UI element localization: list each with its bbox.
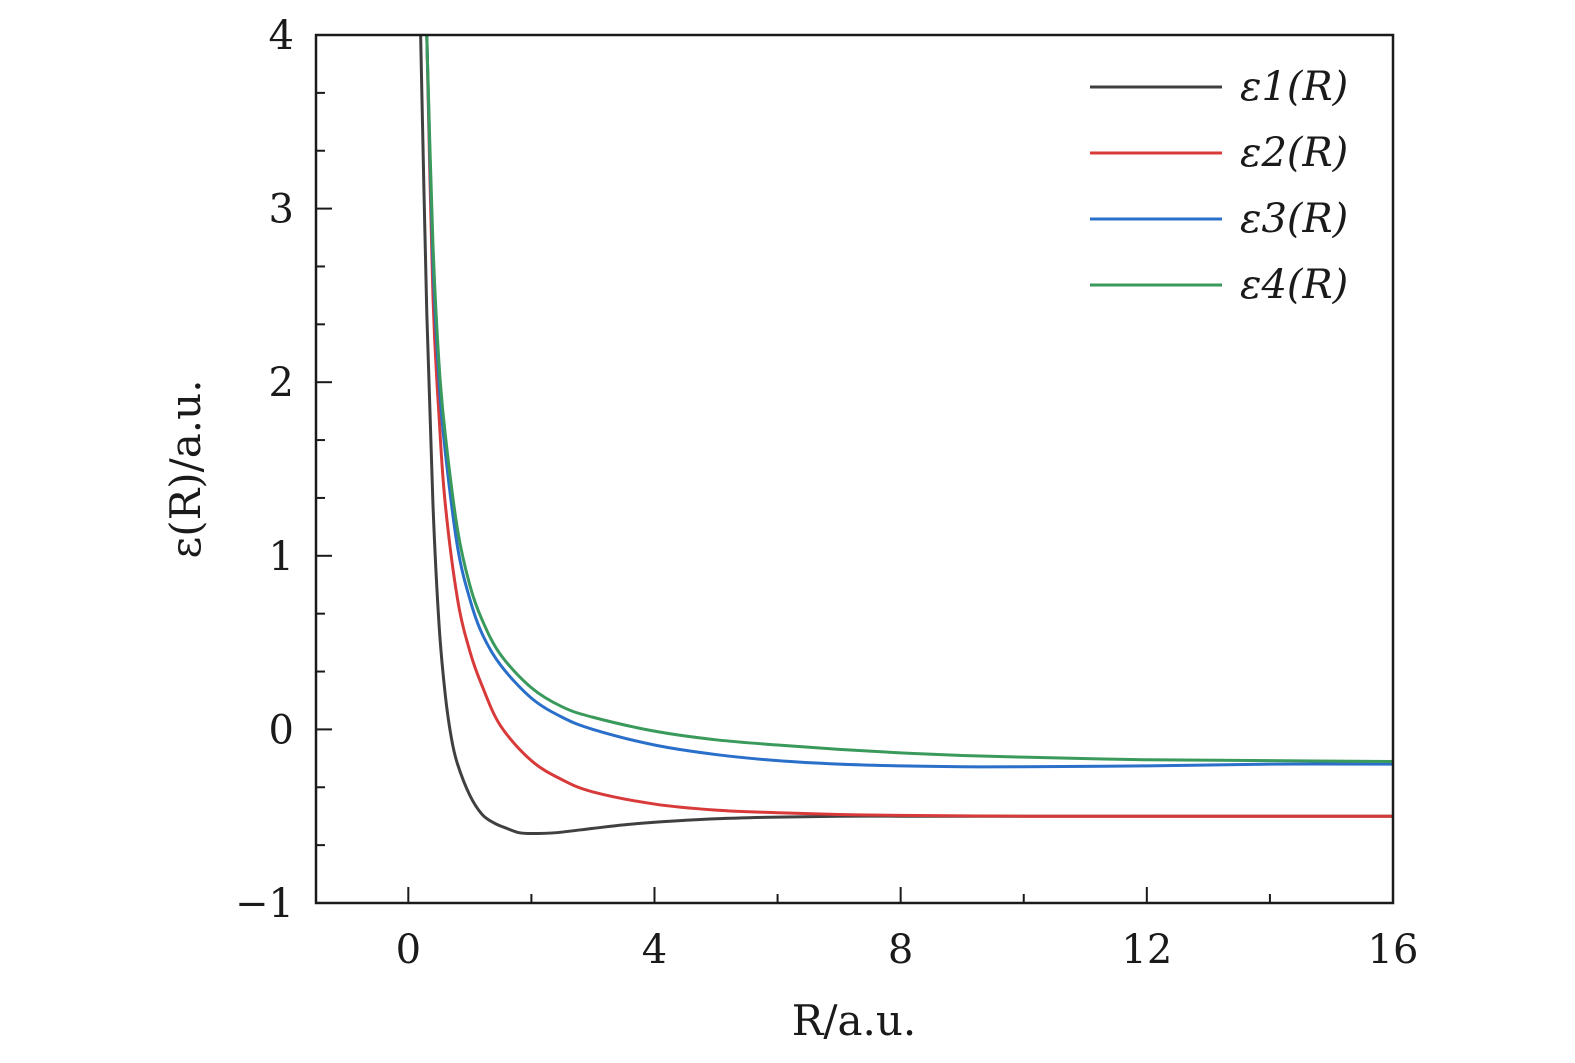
y-tick-label: 2 xyxy=(269,360,294,406)
x-tick-label: 0 xyxy=(396,927,421,973)
legend: ε1(R) ε2(R) ε3(R) ε4(R) xyxy=(1090,64,1348,308)
y-tick-label: 4 xyxy=(269,13,294,59)
plot-frame xyxy=(314,33,1395,905)
series-line-2 xyxy=(425,35,1393,818)
axis-ticks xyxy=(316,34,1394,904)
x-tick-label: 16 xyxy=(1368,927,1419,973)
x-tick-label: 4 xyxy=(642,927,667,973)
y-tick-label: −1 xyxy=(235,881,294,927)
x-tick-label: 8 xyxy=(888,927,913,973)
y-tick-label: 1 xyxy=(269,534,294,580)
series-curves xyxy=(419,35,1393,836)
legend-label-2: ε2(R) xyxy=(1240,130,1348,176)
y-tick-label: 0 xyxy=(269,707,294,753)
series-line-4 xyxy=(425,35,1393,764)
x-axis-label: R/a.u. xyxy=(792,996,917,1045)
series-line-3 xyxy=(425,35,1393,769)
y-axis-label: ε(R)/a.u. xyxy=(161,379,210,558)
x-tick-label: 12 xyxy=(1121,927,1172,973)
y-tick-label: 3 xyxy=(269,187,294,233)
legend-label-4: ε4(R) xyxy=(1240,262,1348,308)
legend-label-1: ε1(R) xyxy=(1240,64,1348,110)
legend-label-3: ε3(R) xyxy=(1240,196,1348,242)
